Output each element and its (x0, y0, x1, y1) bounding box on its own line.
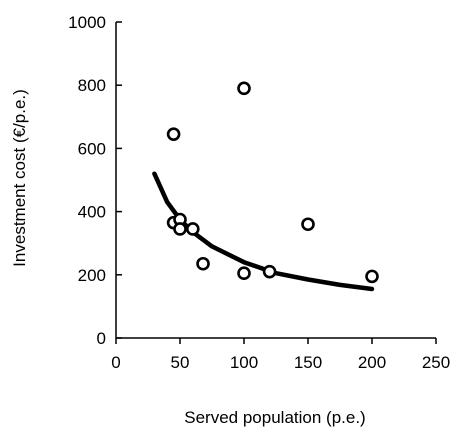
y-tick-label: 0 (97, 329, 106, 348)
y-axis: 0 200 400 600 800 1000 (68, 13, 122, 348)
data-point (196, 256, 210, 271)
data-point (262, 264, 277, 279)
x-axis-title: Served population (p.e.) (184, 408, 365, 427)
trend-line (152, 171, 375, 292)
x-axis: 0 50 100 150 200 250 (111, 338, 450, 372)
x-tick-label: 150 (294, 353, 322, 372)
y-axis-title: Investment cost (€/p.e.) (10, 89, 29, 267)
y-tick-label: 1000 (68, 13, 106, 32)
y-tick-label: 200 (78, 266, 106, 285)
data-point (173, 222, 187, 236)
x-tick-label: 100 (230, 353, 258, 372)
y-tick-label: 400 (78, 203, 106, 222)
data-point (237, 81, 251, 96)
data-point (237, 266, 251, 281)
x-tick-label: 0 (111, 353, 120, 372)
x-tick-label: 250 (422, 353, 450, 372)
data-point (186, 222, 200, 236)
data-point (365, 269, 379, 284)
y-tick-label: 800 (78, 76, 106, 95)
data-point (301, 217, 315, 232)
y-tick-label: 600 (78, 139, 106, 158)
x-tick-label: 50 (171, 353, 190, 372)
plot-area (115, 22, 436, 339)
data-point (166, 127, 181, 141)
x-tick-label: 200 (358, 353, 386, 372)
